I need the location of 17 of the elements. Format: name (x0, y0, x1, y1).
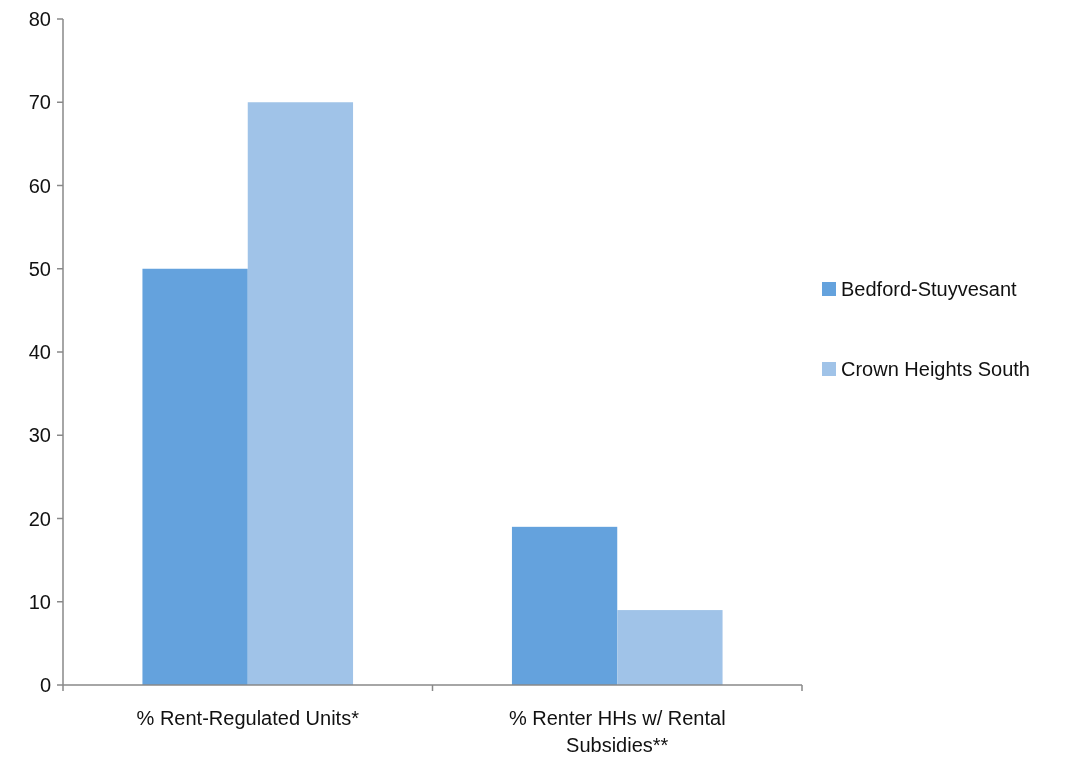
y-tick-label: 60 (28, 174, 51, 197)
bar (142, 268, 248, 685)
y-tick-label: 30 (28, 424, 51, 447)
bar (247, 102, 354, 685)
y-tick-label: 80 (28, 8, 51, 30)
y-tick-label: 70 (28, 91, 51, 114)
y-tick-label: 50 (28, 257, 51, 280)
bar (511, 526, 618, 685)
legend-label: Crown Heights South (841, 358, 1030, 380)
x-tick-label: % Rent-Regulated Units* (136, 707, 360, 729)
y-tick-label: 20 (28, 507, 51, 530)
y-tick-label: 40 (28, 341, 51, 363)
y-tick-label: 0 (39, 674, 51, 696)
bar (617, 610, 723, 685)
legend-label: Bedford-Stuyvesant (841, 278, 1018, 300)
y-tick-label: 10 (28, 590, 51, 613)
x-tick-label: % Renter HHs w/ Rental Subsidies** (508, 707, 726, 756)
